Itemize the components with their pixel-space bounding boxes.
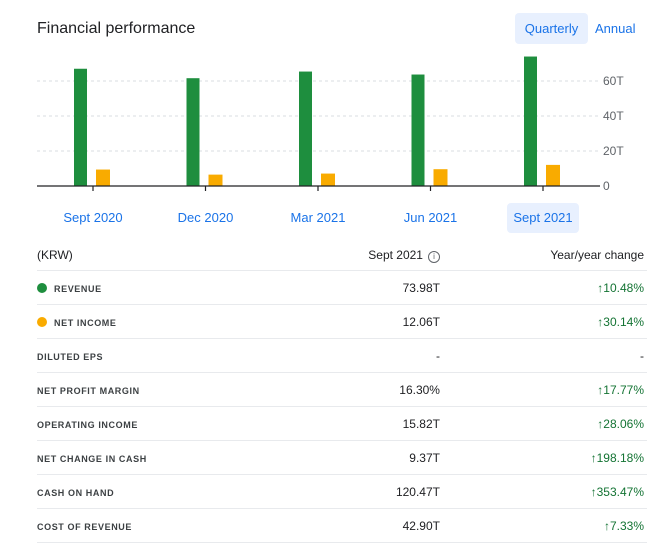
net-income-bar[interactable] [208, 174, 223, 186]
table-row: REVENUE 73.98T ↑10.48% [37, 270, 647, 305]
period-header-label: Sept 2021 [368, 247, 423, 262]
row-change-cell: ↑353.47% [439, 474, 647, 509]
row-change: 17.77% [603, 382, 644, 397]
row-change-cell: ↑17.77% [439, 372, 647, 407]
table-header-row: (KRW) Sept 2021 i Year/year change [37, 240, 647, 271]
row-label: OPERATING INCOME [37, 419, 138, 430]
revenue-bar[interactable] [524, 56, 537, 186]
row-label-cell: REVENUE [37, 270, 286, 305]
row-label: CASH ON HAND [37, 487, 115, 498]
table-row: COST OF REVENUE 42.90T ↑7.33% [37, 508, 647, 543]
row-label-cell: NET CHANGE IN CASH [37, 440, 286, 475]
section-title: Financial performance [37, 20, 196, 37]
financial-chart: 0 20T 40T 60T [37, 56, 624, 193]
row-value: 16.30% [285, 372, 440, 407]
table-row: CASH ON HAND 120.47T ↑353.47% [37, 474, 647, 509]
row-value: 15.82T [285, 406, 440, 441]
x-axis-label[interactable]: Dec 2020 [177, 210, 234, 225]
row-change-cell: ↑7.33% [439, 508, 647, 543]
row-label-cell: NET INCOME [37, 304, 286, 339]
financial-table: (KRW) Sept 2021 i Year/year change REVENU… [37, 240, 647, 543]
revenue-bar[interactable] [299, 71, 312, 186]
info-icon[interactable]: i [427, 250, 440, 263]
table-row: OPERATING INCOME 15.82T ↑28.06% [37, 406, 647, 441]
y-tick-label: 40T [603, 109, 624, 123]
quarterly-toggle[interactable]: Quarterly [515, 13, 588, 44]
change-header: Year/year change [439, 240, 647, 271]
period-header: Sept 2021 i [285, 240, 440, 271]
table-row: NET INCOME 12.06T ↑30.14% [37, 304, 647, 339]
row-change-cell: ↑198.18% [439, 440, 647, 475]
row-value: 42.90T [285, 508, 440, 543]
x-axis-label[interactable]: Sept 2021 [507, 203, 579, 233]
row-label-cell: DILUTED EPS [37, 338, 286, 373]
up-arrow-icon: ↑ [590, 484, 597, 499]
up-arrow-icon: ↑ [597, 382, 604, 397]
row-value: 12.06T [285, 304, 440, 339]
x-axis-label[interactable]: Sept 2020 [63, 210, 123, 225]
table-row: NET PROFIT MARGIN 16.30% ↑17.77% [37, 372, 647, 407]
row-label: COST OF REVENUE [37, 521, 133, 532]
table-row: DILUTED EPS - - [37, 338, 647, 373]
row-value: - [285, 338, 440, 373]
net-income-bar[interactable] [96, 169, 110, 186]
row-label-cell: CASH ON HAND [37, 474, 286, 509]
y-tick-label: 60T [603, 74, 624, 88]
row-change: 30.14% [603, 314, 644, 329]
legend-dot-icon [37, 316, 47, 327]
row-label-cell: COST OF REVENUE [37, 508, 286, 543]
up-arrow-icon: ↑ [590, 450, 597, 465]
row-change-cell: ↑10.48% [439, 270, 647, 305]
x-axis-label[interactable]: Mar 2021 [290, 210, 346, 225]
row-change: 7.33% [609, 518, 644, 533]
row-label-cell: OPERATING INCOME [37, 406, 286, 441]
up-arrow-icon: ↑ [597, 314, 604, 329]
row-change-cell: ↑28.06% [439, 406, 647, 441]
row-label: NET PROFIT MARGIN [37, 385, 140, 396]
net-income-bar[interactable] [546, 164, 560, 186]
up-arrow-icon: ↑ [597, 280, 604, 295]
y-tick-label: 0 [603, 179, 610, 193]
revenue-bar[interactable] [411, 74, 425, 186]
up-arrow-icon: ↑ [597, 416, 604, 431]
row-change-cell: ↑30.14% [439, 304, 647, 339]
row-change: 198.18% [596, 450, 644, 465]
row-label: NET CHANGE IN CASH [37, 453, 147, 464]
up-arrow-icon: ↑ [603, 518, 610, 533]
y-tick-label: 20T [603, 144, 624, 158]
x-axis-label[interactable]: Jun 2021 [403, 210, 458, 225]
row-label: REVENUE [54, 283, 102, 294]
revenue-bar[interactable] [74, 68, 87, 186]
net-income-bar[interactable] [433, 169, 448, 186]
row-change: 28.06% [603, 416, 644, 431]
net-income-bar[interactable] [321, 173, 335, 186]
annual-toggle[interactable]: Annual [595, 21, 636, 36]
row-label: DILUTED EPS [37, 351, 104, 362]
revenue-bar[interactable] [186, 78, 200, 186]
row-change-cell: - [439, 338, 647, 373]
legend-dot-icon [37, 282, 47, 293]
row-label-cell: NET PROFIT MARGIN [37, 372, 286, 407]
row-value: 9.37T [285, 440, 440, 475]
row-change: - [640, 348, 644, 363]
row-change: 353.47% [596, 484, 644, 499]
row-change: 10.48% [603, 280, 644, 295]
row-value: 73.98T [285, 270, 440, 305]
row-value: 120.47T [285, 474, 440, 509]
table-row: NET CHANGE IN CASH 9.37T ↑198.18% [37, 440, 647, 475]
row-label: NET INCOME [54, 317, 117, 328]
currency-header: (KRW) [37, 240, 286, 271]
